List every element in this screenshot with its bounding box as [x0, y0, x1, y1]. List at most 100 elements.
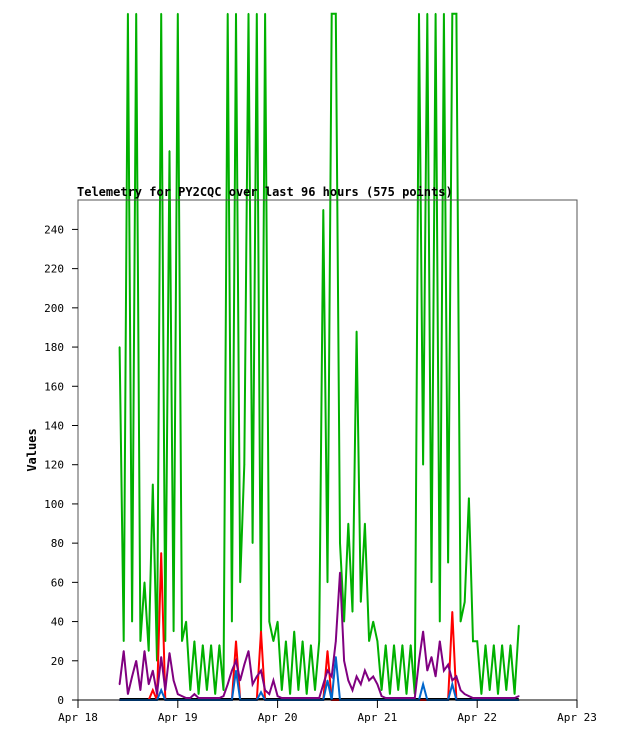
data-point: [405, 697, 408, 699]
data-point: [143, 650, 146, 652]
data-point: [293, 697, 296, 699]
data-point: [210, 644, 212, 646]
data-point: [517, 695, 520, 697]
data-point: [347, 522, 350, 525]
data-point: [264, 689, 266, 691]
data-point: [239, 581, 241, 584]
data-point: [131, 675, 133, 678]
data-point: [463, 693, 466, 695]
data-point: [443, 669, 445, 672]
data-point: [414, 697, 416, 699]
data-point: [247, 650, 250, 652]
data-point: [351, 610, 354, 613]
data-point: [501, 697, 503, 699]
data-point: [455, 12, 458, 15]
data-point: [210, 697, 212, 699]
data-point: [430, 581, 433, 584]
data-point: [422, 683, 424, 686]
data-point: [422, 463, 424, 466]
data-point: [376, 683, 379, 686]
data-point: [472, 697, 474, 699]
series-0: [118, 12, 520, 695]
data-point: [235, 669, 237, 672]
data-point: [147, 650, 150, 652]
data-point: [434, 12, 437, 15]
data-point: [393, 644, 395, 646]
data-point: [243, 463, 246, 466]
series-layer: [118, 12, 520, 701]
data-point: [189, 697, 192, 699]
data-point: [231, 620, 233, 623]
data-point: [297, 689, 300, 691]
data-point: [347, 679, 350, 682]
data-point: [463, 601, 466, 603]
data-point: [305, 697, 308, 699]
data-point: [409, 644, 412, 646]
data-point: [127, 693, 129, 695]
data-point: [389, 697, 391, 699]
data-point: [301, 640, 304, 642]
data-point: [455, 675, 458, 678]
data-point: [172, 679, 175, 682]
data-point: [251, 683, 254, 686]
y-tick-label: 200: [44, 302, 64, 315]
data-point: [384, 644, 387, 646]
data-point: [339, 542, 341, 544]
data-point: [177, 693, 179, 695]
data-point: [289, 697, 291, 699]
data-point: [160, 552, 162, 554]
data-point: [438, 620, 441, 623]
y-tick-label: 240: [44, 223, 64, 236]
data-point: [359, 601, 362, 603]
data-point: [127, 12, 129, 15]
data-point: [181, 695, 183, 697]
data-point: [335, 12, 337, 15]
data-point: [305, 693, 308, 695]
data-point: [256, 12, 258, 15]
series-3: [118, 571, 520, 699]
data-point: [251, 542, 254, 544]
data-point: [143, 581, 146, 584]
y-ticks: 0 20 40 60 80 100 120 140 160 180 200 220 240: [44, 223, 78, 707]
data-point: [264, 12, 266, 15]
data-point: [359, 683, 362, 686]
data-point: [164, 689, 167, 691]
data-point: [147, 683, 150, 686]
data-point: [330, 675, 333, 678]
data-point: [310, 697, 312, 699]
data-point: [181, 640, 183, 642]
data-point: [480, 697, 483, 699]
data-point: [285, 640, 287, 642]
data-point: [160, 12, 162, 15]
data-point: [426, 669, 429, 672]
data-point: [380, 689, 383, 691]
data-point: [368, 679, 370, 682]
data-point: [131, 620, 133, 623]
data-point: [364, 669, 366, 672]
data-point: [197, 697, 200, 699]
x-tick-label: Apr 23: [557, 711, 597, 724]
data-point: [193, 693, 196, 695]
data-point: [513, 697, 516, 699]
data-point: [289, 693, 291, 695]
data-point: [201, 697, 204, 699]
data-point: [314, 689, 316, 691]
data-point: [222, 695, 225, 697]
data-point: [206, 689, 208, 691]
data-point: [335, 656, 337, 658]
data-point: [206, 697, 208, 699]
data-point: [301, 697, 304, 699]
data-point: [256, 675, 258, 678]
data-point: [280, 697, 283, 699]
y-tick-label: 100: [44, 498, 64, 511]
data-point: [380, 695, 383, 697]
data-point: [122, 640, 125, 642]
data-point: [168, 150, 171, 152]
data-point: [505, 697, 508, 699]
data-point: [164, 640, 167, 642]
data-point: [422, 630, 424, 633]
data-point: [218, 697, 221, 699]
y-tick-label: 180: [44, 341, 64, 354]
data-point: [326, 650, 329, 652]
data-point: [222, 689, 225, 691]
